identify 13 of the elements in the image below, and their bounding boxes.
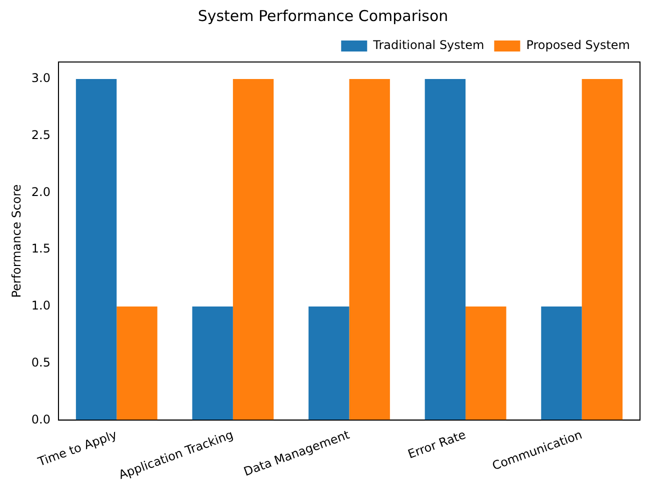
- y-tick-label: 2.5: [31, 128, 50, 142]
- y-tick-label: 1.5: [31, 242, 50, 256]
- x-tick-label: Time to Apply: [35, 428, 119, 470]
- y-tick-label: 0.5: [31, 355, 50, 370]
- y-tick-label: 3.0: [31, 71, 50, 86]
- x-tick-label: Error Rate: [406, 428, 468, 462]
- y-tick-label: 0.0: [31, 412, 50, 426]
- legend-label: Traditional System: [372, 38, 484, 52]
- legend-label: Proposed System: [526, 38, 630, 52]
- y-axis-title: Performance Score: [9, 184, 24, 298]
- y-tick-label: 1.0: [31, 298, 50, 313]
- chart-title: System Performance Comparison: [198, 6, 448, 25]
- y-tick-label: 2.0: [31, 184, 50, 199]
